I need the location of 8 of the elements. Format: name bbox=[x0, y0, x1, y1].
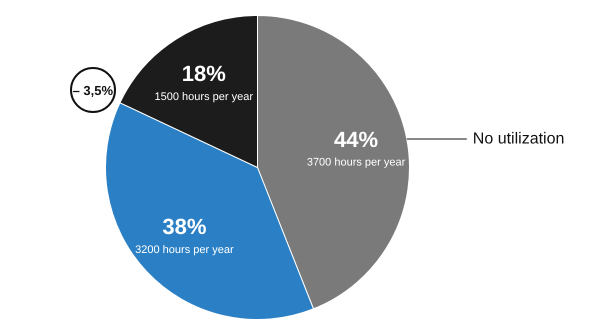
data-label: 38% bbox=[162, 214, 206, 240]
data-label: 18% bbox=[182, 60, 226, 86]
data-label: 44% bbox=[334, 126, 378, 152]
text: 3200 hours per year bbox=[135, 244, 234, 256]
slice-label: No utilization bbox=[472, 130, 564, 148]
text: 3700 hours per year bbox=[306, 156, 406, 169]
callout-circle: – 3,5% bbox=[70, 67, 116, 113]
text: 1500 hours per year bbox=[154, 90, 254, 103]
